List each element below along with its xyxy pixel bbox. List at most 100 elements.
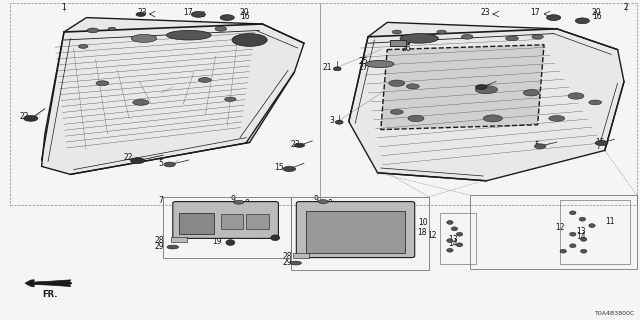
Ellipse shape [451, 227, 458, 231]
Ellipse shape [589, 224, 595, 228]
Text: 10: 10 [418, 218, 428, 227]
Text: 16: 16 [592, 12, 602, 21]
Ellipse shape [589, 100, 602, 105]
Ellipse shape [215, 27, 227, 31]
Ellipse shape [335, 120, 343, 124]
Text: 3: 3 [329, 116, 334, 125]
Ellipse shape [226, 240, 235, 245]
Ellipse shape [365, 60, 394, 68]
Text: 20: 20 [592, 8, 602, 17]
Text: 23: 23 [480, 8, 490, 17]
Text: 7: 7 [158, 196, 163, 205]
Ellipse shape [436, 30, 447, 34]
Bar [291, 197, 429, 270]
Bar [293, 253, 309, 258]
Text: 26: 26 [401, 44, 411, 52]
Text: 21: 21 [323, 63, 332, 72]
Ellipse shape [506, 36, 518, 41]
Ellipse shape [447, 220, 453, 224]
Bar [306, 211, 405, 253]
Text: 28: 28 [154, 236, 164, 245]
Text: 29: 29 [282, 258, 292, 267]
Text: 16: 16 [240, 12, 250, 21]
Ellipse shape [225, 97, 236, 101]
Text: 2: 2 [623, 3, 628, 12]
Ellipse shape [136, 12, 146, 17]
Ellipse shape [400, 34, 438, 43]
Ellipse shape [580, 237, 587, 241]
Text: 19: 19 [260, 232, 270, 241]
Text: 5: 5 [158, 159, 163, 168]
Text: 29: 29 [154, 242, 164, 251]
Ellipse shape [547, 15, 561, 20]
Ellipse shape [108, 27, 116, 30]
Text: 5: 5 [534, 141, 540, 150]
Ellipse shape [166, 30, 211, 40]
Ellipse shape [447, 239, 453, 243]
Ellipse shape [476, 85, 487, 90]
Text: 22: 22 [19, 112, 29, 121]
Ellipse shape [333, 67, 341, 71]
Text: 27: 27 [358, 63, 368, 72]
Ellipse shape [575, 18, 589, 24]
Ellipse shape [523, 90, 539, 96]
Ellipse shape [87, 28, 99, 33]
Bar [246, 214, 269, 229]
Ellipse shape [406, 84, 419, 89]
Ellipse shape [290, 261, 301, 265]
Bar [440, 213, 476, 264]
Ellipse shape [79, 44, 88, 48]
Ellipse shape [579, 217, 586, 221]
Polygon shape [381, 45, 544, 130]
Ellipse shape [570, 211, 576, 215]
Text: 23: 23 [291, 140, 300, 149]
Text: 23: 23 [137, 8, 147, 17]
Text: 13: 13 [448, 235, 458, 244]
Text: 9: 9 [313, 195, 318, 204]
Text: 17: 17 [183, 8, 193, 17]
Text: 8: 8 [328, 199, 332, 208]
Ellipse shape [24, 116, 38, 121]
Ellipse shape [131, 35, 157, 43]
FancyBboxPatch shape [296, 202, 415, 258]
Text: 28: 28 [282, 252, 292, 261]
FancyBboxPatch shape [173, 202, 278, 238]
Text: 19: 19 [212, 237, 222, 246]
Ellipse shape [318, 200, 328, 204]
Ellipse shape [580, 249, 587, 253]
Ellipse shape [595, 140, 608, 146]
Text: 15: 15 [274, 163, 284, 172]
Ellipse shape [408, 115, 424, 122]
Bar [179, 213, 214, 234]
Ellipse shape [283, 166, 296, 172]
Text: 15: 15 [595, 138, 605, 147]
Ellipse shape [131, 158, 145, 164]
Ellipse shape [461, 35, 473, 39]
Text: 12: 12 [556, 223, 565, 232]
Polygon shape [349, 22, 624, 181]
Text: 17: 17 [530, 8, 540, 17]
Ellipse shape [548, 116, 564, 121]
Text: 9: 9 [230, 195, 236, 204]
Text: 14: 14 [576, 232, 586, 241]
Ellipse shape [568, 93, 584, 99]
Text: FR.: FR. [42, 290, 58, 299]
Ellipse shape [570, 232, 576, 236]
Text: T0A4B3800C: T0A4B3800C [595, 311, 636, 316]
Ellipse shape [232, 34, 268, 46]
Ellipse shape [191, 12, 205, 17]
Bar [560, 200, 630, 264]
Text: 1: 1 [61, 3, 67, 12]
Text: 11: 11 [605, 217, 614, 226]
Bar [221, 214, 243, 229]
Bar [470, 195, 637, 269]
Ellipse shape [534, 144, 546, 148]
Text: 12: 12 [427, 231, 436, 240]
Ellipse shape [133, 100, 149, 105]
Text: 14: 14 [448, 239, 458, 248]
Ellipse shape [234, 200, 244, 204]
Ellipse shape [532, 35, 543, 39]
Ellipse shape [456, 232, 463, 236]
Ellipse shape [198, 78, 211, 83]
Text: 24: 24 [401, 38, 411, 47]
